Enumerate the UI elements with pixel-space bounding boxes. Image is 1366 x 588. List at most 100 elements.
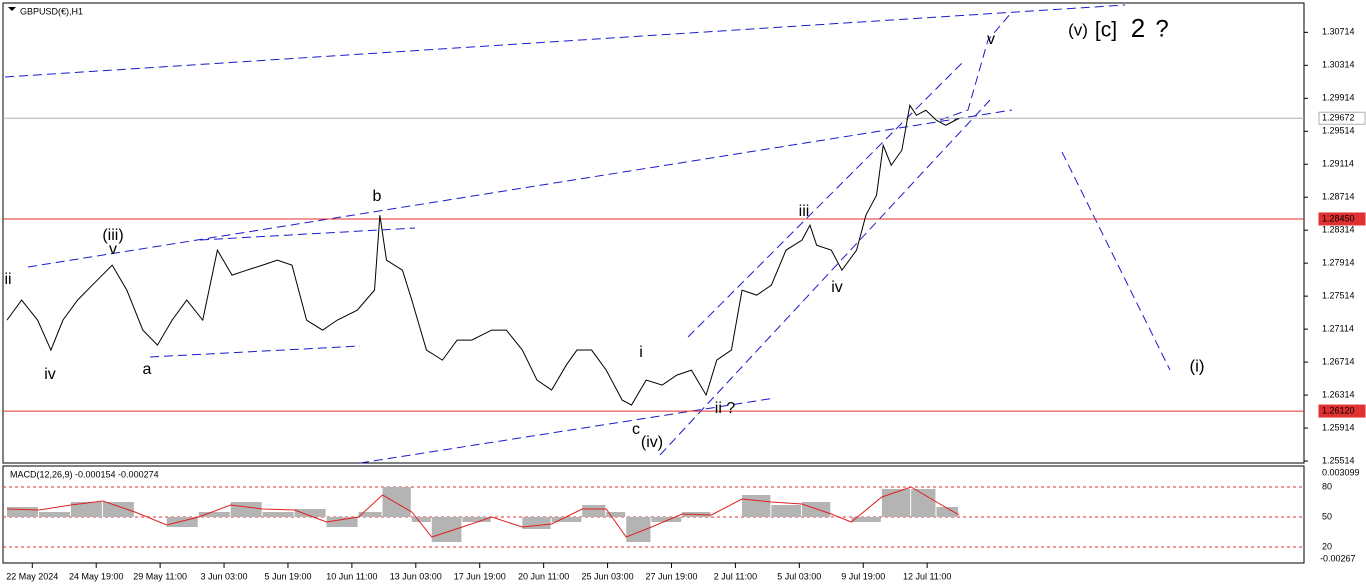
y-tick-label: 1.27914 xyxy=(1322,258,1355,268)
x-tick-label: 10 Jun 11:00 xyxy=(326,571,377,581)
macd-bar xyxy=(230,502,262,517)
y-tick-label: 50 xyxy=(1322,511,1332,521)
y-tick-label: 1.29914 xyxy=(1322,93,1355,103)
menu-arrow xyxy=(8,7,16,11)
macd-frame xyxy=(2,465,1305,564)
macd-bar xyxy=(851,517,881,522)
x-tick-label: 25 Jun 03:00 xyxy=(582,571,634,581)
wave-label: 2 xyxy=(1131,13,1145,43)
projection-line xyxy=(1061,151,1171,371)
y-tick-label: 1.25914 xyxy=(1322,422,1355,432)
wave-label: iv xyxy=(44,366,56,383)
y-tick-label: 1.29114 xyxy=(1322,159,1354,169)
y-tick-label: 1.27114 xyxy=(1322,323,1354,333)
x-tick-label: 17 Jun 19:00 xyxy=(454,571,506,581)
macd-bar xyxy=(551,517,582,522)
x-tick-label: 24 May 19:00 xyxy=(69,571,124,581)
wave-label: [c] xyxy=(1095,19,1117,42)
wave-label: c xyxy=(632,421,640,438)
wave-label: (iv) xyxy=(641,434,663,451)
y-tick-label: 20 xyxy=(1322,541,1332,551)
wave-label: (i) xyxy=(1189,356,1204,375)
macd-bar xyxy=(651,517,682,522)
y-tick-label: 1.28314 xyxy=(1322,225,1355,235)
macd-bar xyxy=(522,517,551,529)
trend-line xyxy=(4,4,1126,78)
macd-bar xyxy=(294,509,326,517)
macd-bar xyxy=(801,502,831,517)
price-label-box xyxy=(1318,111,1366,125)
macd-bar xyxy=(38,512,70,517)
price-label: 1.29672 xyxy=(1322,113,1355,123)
trend-line xyxy=(359,397,776,464)
y-tick-label: 1.30714 xyxy=(1322,27,1355,37)
signal-line xyxy=(6,486,960,538)
macd-bar xyxy=(606,512,626,517)
y-tick-label: 80 xyxy=(1322,481,1332,491)
wave-label: (iii) xyxy=(102,227,123,244)
wave-label: (v) xyxy=(1068,20,1088,39)
macd-bar xyxy=(198,512,230,517)
main-frame xyxy=(2,2,1305,464)
macd-bar xyxy=(70,502,102,517)
wave-label: b xyxy=(373,188,382,205)
macd-bar xyxy=(6,507,38,517)
chart-title: GBPUSD(€),H1 xyxy=(20,6,83,16)
wave-label: v xyxy=(109,241,117,258)
trend-line xyxy=(199,227,416,241)
wave-label: v xyxy=(987,31,995,48)
y-tick-label: 1.26314 xyxy=(1322,389,1355,399)
macd-bar xyxy=(431,517,462,542)
y-tick-label: 1.28714 xyxy=(1322,192,1355,202)
x-tick-label: 3 Jun 03:00 xyxy=(201,571,248,581)
trend-line xyxy=(659,99,991,456)
wave-label: a xyxy=(143,361,152,378)
macd-bar xyxy=(911,489,936,517)
projection-line xyxy=(939,11,1013,121)
y-tick-label: 1.26714 xyxy=(1322,356,1355,366)
macd-bar xyxy=(936,507,959,517)
trend-lines xyxy=(4,4,1171,464)
y-tick-label: 1.29514 xyxy=(1322,126,1355,136)
wave-label: ? xyxy=(1155,15,1168,42)
x-tick-label: 20 Jun 11:00 xyxy=(518,571,569,581)
x-tick-label: 5 Jul 03:00 xyxy=(777,571,821,581)
x-tick-label: 9 Jul 19:00 xyxy=(841,571,885,581)
macd-bar xyxy=(742,495,771,517)
price-label-box xyxy=(1318,212,1366,226)
macd-bar xyxy=(166,517,198,527)
macd-title: MACD(12,26,9) -0.000154 -0.000274 xyxy=(10,469,159,479)
macd-bar xyxy=(411,517,431,522)
x-tick-label: 2 Jul 11:00 xyxy=(714,571,757,581)
x-tick-label: 29 May 11:00 xyxy=(133,571,187,581)
x-tick-label: 12 Jul 11:00 xyxy=(903,571,951,581)
scale-label: -0.00267 xyxy=(1320,553,1356,563)
trend-line xyxy=(27,109,1013,268)
macd-bar xyxy=(626,517,651,542)
macd-bar xyxy=(382,487,411,517)
macd-bar xyxy=(358,512,382,517)
macd-bar xyxy=(771,505,801,517)
macd-bar xyxy=(262,512,294,517)
y-tick-label: 1.27514 xyxy=(1322,291,1355,301)
trend-line xyxy=(149,345,361,358)
price-label: 1.26120 xyxy=(1322,405,1355,415)
macd-bar xyxy=(462,517,491,522)
y-tick-label: 1.25514 xyxy=(1322,455,1355,465)
y-tick-label: 1.30314 xyxy=(1322,60,1355,70)
x-tick-label: 27 Jun 19:00 xyxy=(645,571,697,581)
wave-label: ii xyxy=(4,271,11,288)
wave-label: i xyxy=(639,344,643,361)
price-label: 1.28450 xyxy=(1322,213,1355,223)
trend-line xyxy=(687,59,966,338)
price-label-box xyxy=(1318,404,1366,418)
macd-bar xyxy=(102,502,134,517)
wave-label: iv xyxy=(831,279,843,296)
wave-label: iii xyxy=(799,203,810,220)
macd-bar xyxy=(582,505,606,517)
price-line-series xyxy=(6,103,960,406)
scale-label: 0.003099 xyxy=(1322,467,1360,477)
